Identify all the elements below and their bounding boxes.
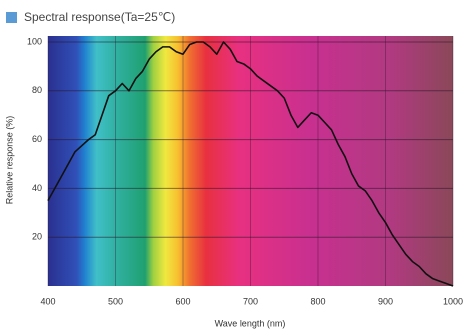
y-tick-label: 100 xyxy=(27,36,42,46)
x-axis-label: Wave length (nm) xyxy=(215,318,286,328)
y-axis-label: Relative response (%) xyxy=(4,116,14,205)
x-tick-label: 800 xyxy=(310,296,325,306)
y-tick-label: 40 xyxy=(32,183,42,193)
x-tick-label: 500 xyxy=(108,296,123,306)
x-tick-label: 600 xyxy=(175,296,190,306)
chart-title: Spectral response(Ta=25℃) xyxy=(24,10,175,24)
y-tick-label: 80 xyxy=(32,85,42,95)
y-tick-label: 60 xyxy=(32,134,42,144)
data-line xyxy=(47,41,454,287)
y-tick-label: 20 xyxy=(32,232,42,242)
x-tick-label: 700 xyxy=(243,296,258,306)
x-tick-label: 400 xyxy=(40,296,55,306)
spectrum-background xyxy=(48,36,453,286)
x-tick-label: 900 xyxy=(378,296,393,306)
x-tick-label: 1000 xyxy=(443,296,463,306)
title-marker xyxy=(6,12,17,23)
